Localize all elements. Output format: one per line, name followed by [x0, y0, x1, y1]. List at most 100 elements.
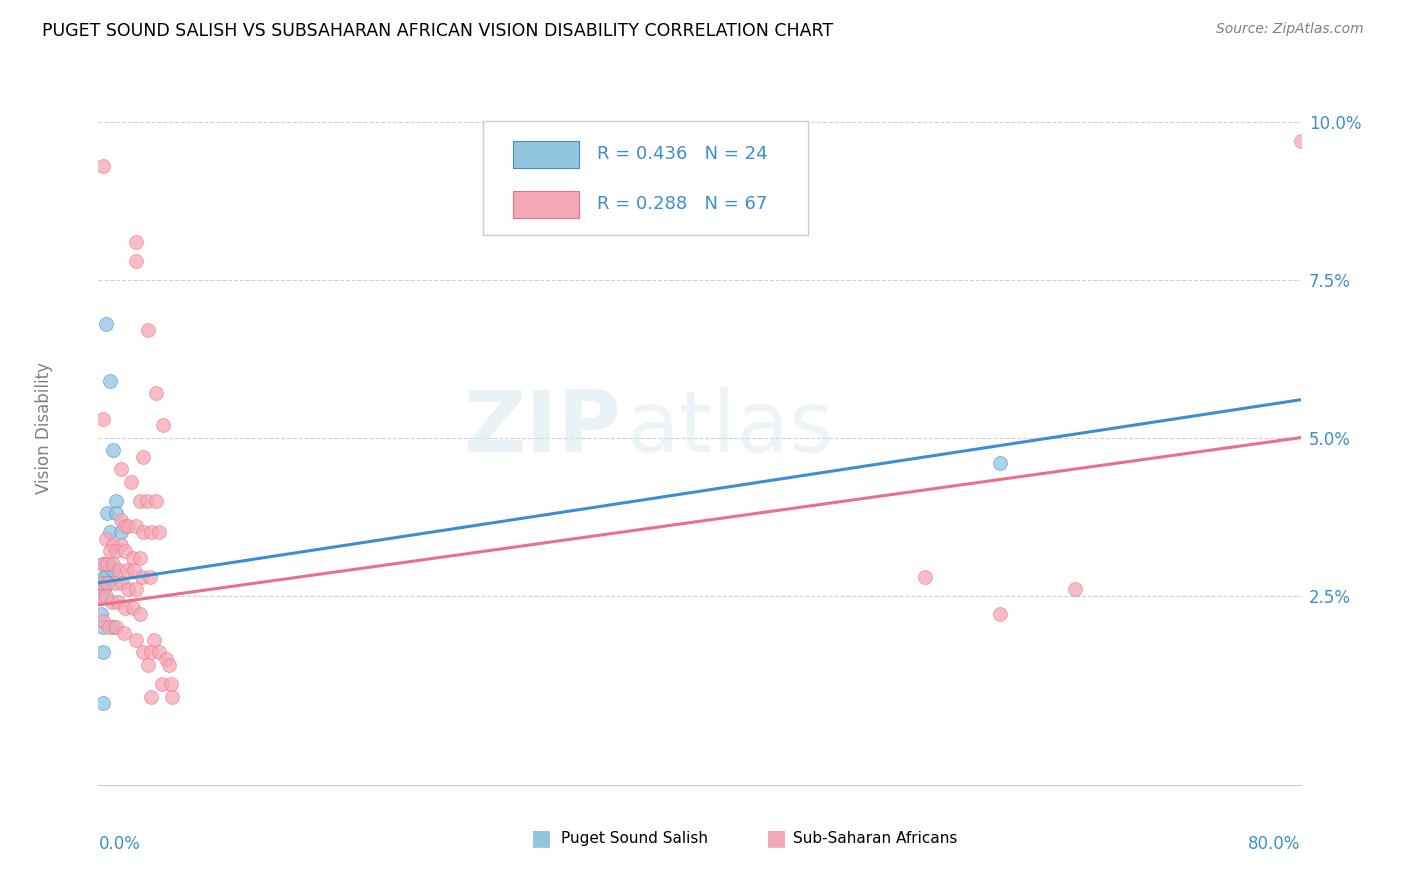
Point [114, 601, 136, 615]
Point [91, 620, 114, 634]
Point [115, 563, 138, 577]
Point [91, 557, 114, 571]
Point [101, 595, 124, 609]
Point [136, 657, 159, 672]
Bar [513, 141, 579, 168]
Text: Source: ZipAtlas.com: Source: ZipAtlas.com [1216, 22, 1364, 37]
Point [122, 550, 145, 565]
Point [139, 645, 162, 659]
Point [108, 563, 131, 577]
Text: 80.0%: 80.0% [1249, 836, 1301, 854]
Point [139, 525, 162, 540]
Point [91, 614, 114, 628]
Point [148, 525, 170, 540]
Point [139, 690, 162, 704]
Point [91, 411, 114, 425]
Text: R = 0.288   N = 67: R = 0.288 N = 67 [598, 195, 768, 213]
Point [91, 557, 114, 571]
Text: Puget Sound Salish: Puget Sound Salish [561, 831, 709, 846]
Point [91, 696, 114, 710]
Point [160, 690, 183, 704]
Point [1064, 582, 1087, 597]
Point [114, 544, 136, 558]
Text: ■: ■ [766, 829, 786, 848]
Point [100, 525, 122, 540]
Point [152, 417, 174, 432]
Point [91, 645, 114, 659]
Point [93, 569, 115, 583]
Point [125, 582, 148, 597]
Point [103, 620, 125, 634]
Point [148, 645, 170, 659]
Point [94, 569, 117, 583]
Point [104, 575, 127, 590]
Point [94, 532, 117, 546]
Point [100, 374, 122, 388]
Point [138, 569, 160, 583]
Point [107, 595, 129, 609]
Text: R = 0.436   N = 24: R = 0.436 N = 24 [598, 145, 768, 163]
Point [136, 323, 159, 337]
Point [157, 657, 180, 672]
Point [125, 253, 148, 268]
Point [105, 544, 128, 558]
Point [103, 557, 125, 571]
Point [96, 575, 118, 590]
Point [150, 677, 173, 691]
Text: 0.0%: 0.0% [98, 836, 141, 854]
Point [90, 575, 112, 590]
Point [90, 589, 112, 603]
Point [124, 563, 146, 577]
Text: Vision Disability: Vision Disability [35, 362, 53, 494]
Point [143, 632, 166, 647]
Point [93, 582, 115, 597]
Point [132, 525, 155, 540]
Point [111, 575, 134, 590]
Point [105, 620, 128, 634]
Text: ZIP: ZIP [464, 386, 621, 470]
Bar [513, 191, 579, 218]
Point [94, 589, 117, 603]
Point [145, 386, 167, 401]
Point [91, 582, 114, 597]
Point [114, 519, 136, 533]
Text: PUGET SOUND SALISH VS SUBSAHARAN AFRICAN VISION DISABILITY CORRELATION CHART: PUGET SOUND SALISH VS SUBSAHARAN AFRICAN… [42, 22, 834, 40]
Point [129, 493, 152, 508]
Point [129, 550, 152, 565]
Point [94, 317, 117, 331]
Point [105, 507, 128, 521]
Point [914, 569, 936, 583]
Point [110, 513, 132, 527]
Point [121, 475, 143, 489]
Point [110, 538, 132, 552]
Point [988, 607, 1011, 622]
Point [103, 563, 125, 577]
Point [110, 462, 132, 476]
Point [91, 159, 114, 173]
Point [135, 493, 157, 508]
Point [103, 443, 125, 458]
Point [117, 582, 139, 597]
Point [103, 538, 125, 552]
Point [1289, 134, 1312, 148]
Point [96, 575, 118, 590]
Point [155, 651, 177, 665]
Point [97, 557, 120, 571]
Point [90, 607, 112, 622]
Point [105, 493, 128, 508]
Point [988, 456, 1011, 470]
Point [159, 677, 181, 691]
Point [110, 525, 132, 540]
Point [131, 569, 153, 583]
Text: Sub-Saharan Africans: Sub-Saharan Africans [793, 831, 957, 846]
Point [145, 493, 167, 508]
Point [100, 544, 122, 558]
Point [96, 507, 118, 521]
Point [125, 632, 148, 647]
Point [122, 601, 145, 615]
Point [90, 589, 112, 603]
Text: atlas: atlas [627, 386, 835, 470]
Point [129, 607, 152, 622]
Point [91, 575, 114, 590]
FancyBboxPatch shape [484, 121, 807, 235]
